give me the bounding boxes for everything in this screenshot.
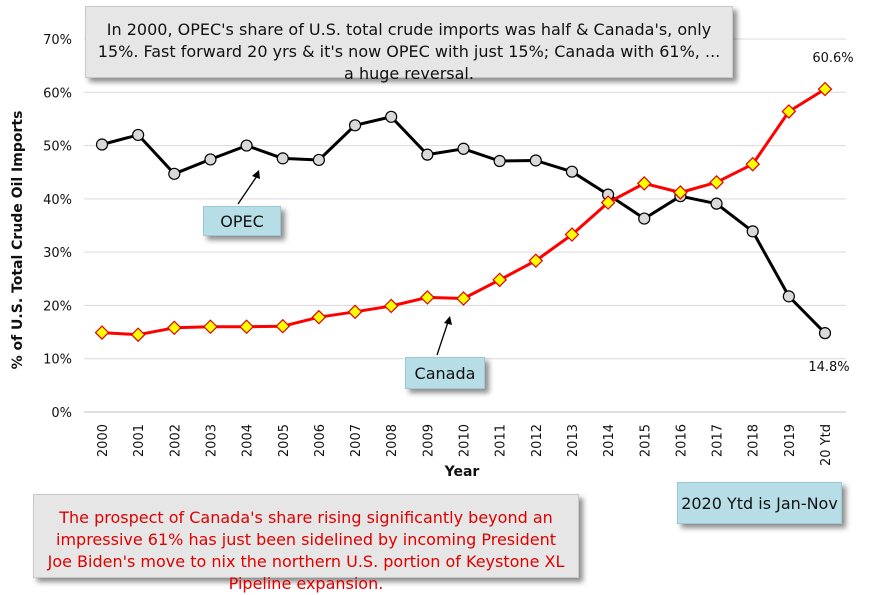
x-tick-label: 2008	[385, 424, 400, 457]
canada-point	[709, 174, 724, 190]
x-axis-title: Year	[444, 464, 480, 480]
bottom-annotation: The prospect of Canada's share rising si…	[33, 494, 579, 593]
canada-point	[600, 195, 616, 210]
canada-point	[817, 81, 833, 97]
canada-last-data-label: 60.6%	[812, 51, 853, 66]
y-tick-label: 30%	[43, 246, 72, 261]
opec-point	[312, 153, 325, 167]
opec-point	[421, 148, 434, 161]
y-tick-label: 60%	[43, 86, 72, 101]
x-tick-label: 2001	[132, 424, 147, 457]
canada-point	[781, 104, 797, 119]
x-tick-label: 2004	[241, 424, 256, 457]
x-tick-label: 2010	[458, 424, 473, 457]
y-tick-label: 10%	[43, 353, 72, 368]
label-arrows	[237, 170, 452, 356]
x-tick-label: 2014	[602, 424, 617, 457]
canada-point	[456, 291, 471, 306]
canada-point	[636, 176, 652, 191]
opec-point	[168, 167, 181, 180]
canada-point	[528, 253, 544, 269]
canada-series-label: Canada	[405, 357, 485, 389]
opec-series-label: OPEC	[203, 206, 281, 236]
opec-point	[276, 152, 289, 165]
opec-point	[493, 154, 506, 168]
x-tick-label: 2005	[277, 424, 292, 457]
y-tick-labels: 0% 10% 20% 30% 40% 50% 60% 70%	[43, 33, 72, 421]
canada-point	[564, 227, 580, 242]
x-tick-label: 2002	[168, 424, 183, 457]
canada-point	[383, 298, 399, 314]
x-tick-label: 2016	[674, 424, 689, 457]
x-tick-label: 2019	[783, 424, 798, 457]
opec-point	[746, 225, 759, 238]
x-tick-label: 2009	[421, 424, 436, 457]
canada-point	[166, 320, 182, 336]
opec-point	[132, 128, 145, 142]
opec-point	[818, 327, 832, 340]
opec-point	[565, 165, 579, 178]
canada-point	[130, 327, 146, 343]
opec-point	[348, 119, 362, 132]
opec-point	[95, 138, 109, 151]
canada-arrow	[436, 321, 449, 356]
opec-point	[782, 290, 795, 303]
x-tick-label: 2011	[494, 424, 509, 457]
top-annotation: In 2000, OPEC's share of U.S. total crud…	[85, 6, 733, 83]
x-tick-labels: 2000 2001 2002 2003 2004 2005 2006 2007 2008 2009…	[96, 424, 834, 466]
canada-arrowhead	[444, 316, 452, 325]
opec-point	[240, 139, 253, 152]
canada-point	[311, 309, 327, 325]
canada-point	[275, 318, 291, 334]
opec-point	[638, 212, 651, 225]
y-axis-title: % of U.S. Total Crude Oil Imports	[10, 111, 26, 370]
opec-point	[385, 110, 398, 123]
x-tick-label: 2007	[349, 424, 364, 457]
opec-point	[204, 153, 217, 166]
y-tick-label: 50%	[43, 140, 72, 155]
x-tick-label: 2003	[204, 424, 219, 457]
x-tick-label: 20 Ytd	[819, 424, 834, 466]
opec-point	[710, 197, 723, 210]
series-markers	[94, 81, 833, 343]
y-tick-label: 0%	[51, 406, 72, 421]
canada-point	[239, 319, 254, 335]
ytd-note: 2020 Ytd is Jan-Nov	[677, 482, 842, 524]
opec-arrowhead	[252, 170, 260, 179]
x-tick-label: 2006	[313, 424, 328, 457]
y-tick-label: 20%	[43, 299, 72, 314]
opec-last-data-label: 14.8%	[808, 360, 849, 375]
opec-point	[529, 154, 542, 167]
canada-point	[673, 185, 688, 200]
canada-point	[492, 272, 507, 288]
x-tick-label: 2012	[530, 424, 545, 457]
x-tick-label: 2013	[566, 424, 581, 457]
y-tick-label: 70%	[43, 33, 72, 48]
canada-point	[94, 325, 110, 340]
x-tick-label: 2000	[96, 424, 111, 457]
canada-point	[420, 290, 435, 305]
opec-arrow	[237, 175, 258, 205]
canada-point	[203, 319, 218, 335]
canada-point	[347, 304, 363, 320]
x-tick-label: 2018	[747, 424, 762, 457]
x-tick-label: 2015	[638, 424, 653, 457]
canada-point	[745, 156, 761, 172]
y-tick-label: 40%	[43, 193, 72, 208]
x-tick-label: 2017	[711, 424, 726, 457]
opec-point	[457, 142, 470, 155]
